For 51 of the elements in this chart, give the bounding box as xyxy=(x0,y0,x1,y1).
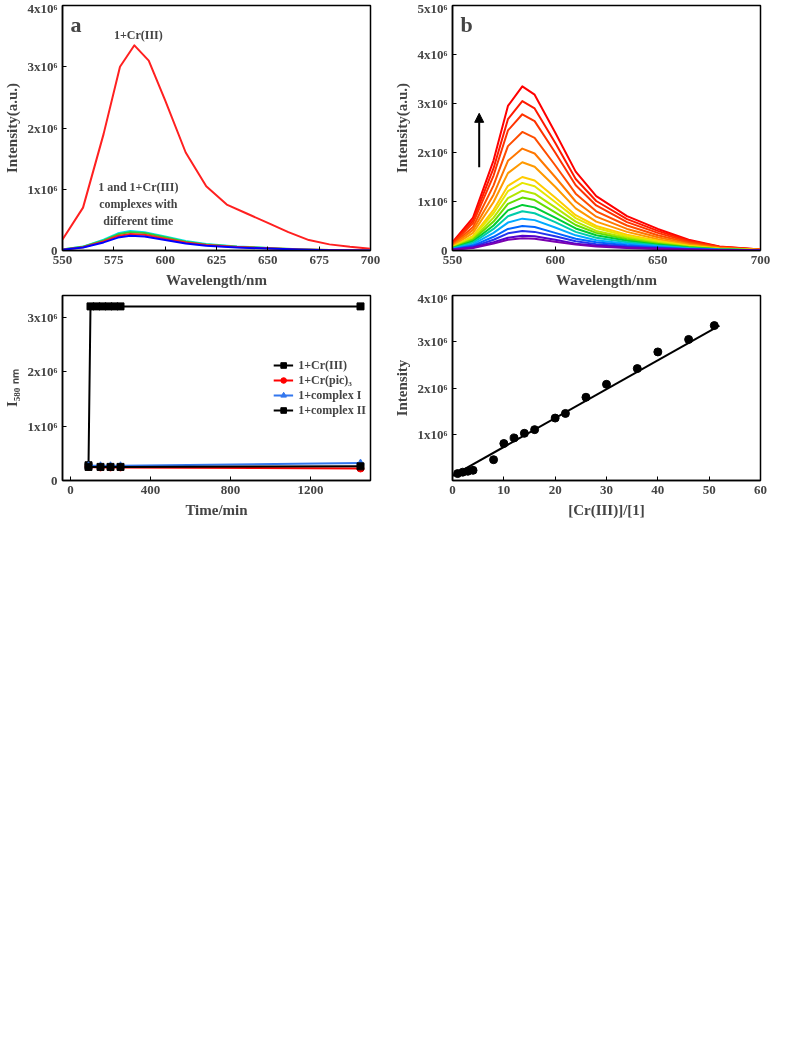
annotation: 1+Cr(III) xyxy=(113,28,163,43)
x-tick-label: 700 xyxy=(750,251,771,267)
y-tick-label: 3x10⁶ xyxy=(27,59,58,75)
x-tick-label: 1200 xyxy=(297,481,324,497)
x-tick-label: 60 xyxy=(754,481,767,497)
y-tick-label: 2x10⁶ xyxy=(27,364,58,380)
x-tick-label: 625 xyxy=(206,251,227,267)
y-axis-title: Intensity(a.u.) xyxy=(393,82,411,173)
y-tick-label: 3x10⁶ xyxy=(27,309,58,325)
y-tick-label: 3x10⁶ xyxy=(417,334,448,350)
x-tick-label: 650 xyxy=(258,251,278,267)
y-axis-title: Intensity(a.u.) xyxy=(3,82,21,173)
x-tick-label: 600 xyxy=(545,251,565,267)
legend-label: 1+Cr(pic)₃ xyxy=(298,372,352,388)
x-tick-label: 400 xyxy=(140,481,161,497)
y-tick-label: 1x10⁶ xyxy=(27,181,58,197)
x-tick-label: 575 xyxy=(104,251,125,267)
y-tick-label: 1x10⁶ xyxy=(417,426,448,442)
y-tick-label: 2x10⁶ xyxy=(417,145,448,160)
x-tick-label: 800 xyxy=(220,481,241,497)
x-tick-label: 675 xyxy=(309,251,330,267)
y-tick-label: 4x10⁶ xyxy=(417,47,448,62)
y-tick-label: 2x10⁶ xyxy=(417,380,448,396)
chart-title: b xyxy=(460,11,473,37)
legend-label: 1+Cr(III) xyxy=(298,357,347,373)
y-axis-title: Intensity xyxy=(393,359,410,417)
x-tick-label: 700 xyxy=(360,251,381,267)
y-tick-label: 5x10⁶ xyxy=(417,0,448,16)
x-tick-label: 50 xyxy=(702,481,716,497)
x-tick-label: 20 xyxy=(548,481,562,497)
y-axis-title: I₅₈₀ ₙₘ xyxy=(3,368,20,408)
y-tick-label: 4x10⁶ xyxy=(417,290,448,306)
legend-label: 1+complex II xyxy=(298,402,366,418)
y-tick-label: 4x10⁶ xyxy=(27,0,58,16)
x-tick-label: 40 xyxy=(651,481,665,497)
x-tick-label: 0 xyxy=(67,481,74,497)
x-tick-label: 600 xyxy=(155,251,175,267)
y-tick-label: 2x10⁶ xyxy=(27,120,58,136)
chart-title: a xyxy=(70,11,82,37)
legend-label: 1+complex I xyxy=(298,387,362,403)
x-axis-title: Wavelength/nm xyxy=(166,271,268,288)
x-tick-label: 30 xyxy=(600,481,613,497)
x-axis-title: Wavelength/nm xyxy=(556,271,658,288)
y-tick-label: 1x10⁶ xyxy=(27,418,58,434)
annotation: 1 and 1+Cr(III) complexes with different time xyxy=(98,180,179,228)
y-tick-label: 3x10⁶ xyxy=(417,96,448,111)
x-axis-title: [Cr(III)]/[1] xyxy=(568,501,645,519)
y-tick-label: 1x10⁶ xyxy=(417,194,448,209)
x-tick-label: 650 xyxy=(648,251,668,267)
x-tick-label: 10 xyxy=(497,481,511,497)
x-axis-title: Time/min xyxy=(185,501,249,518)
